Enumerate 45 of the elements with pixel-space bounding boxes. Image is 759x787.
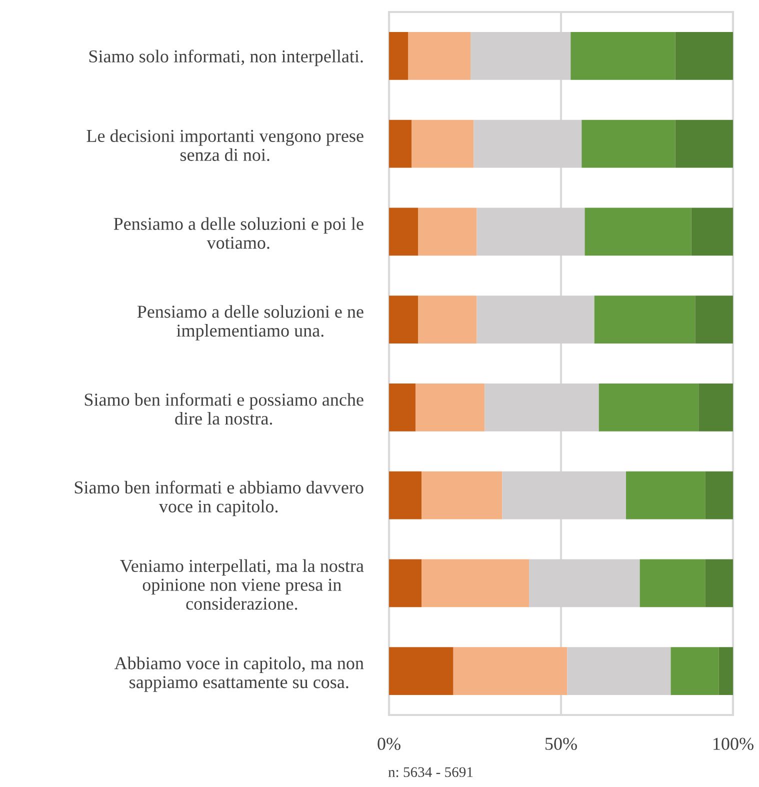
- bar: [705, 559, 733, 608]
- bar: [594, 296, 696, 344]
- bar: [670, 647, 719, 696]
- bar: [567, 647, 671, 696]
- bar: [598, 383, 699, 432]
- bar: [582, 120, 676, 168]
- x-tick-label: 0%: [378, 738, 400, 750]
- bar: [675, 32, 733, 80]
- bar: [675, 120, 733, 168]
- bar: [718, 647, 733, 696]
- bar: [389, 647, 454, 696]
- bar: [453, 647, 568, 696]
- bar: [422, 559, 530, 608]
- y-tick-label: Siamo ben informati e possiamo anche dire la nostra.: [84, 392, 364, 425]
- x-tick-label: 50%: [546, 738, 577, 750]
- bar: [389, 296, 418, 344]
- x-tick-label: 100%: [714, 738, 754, 750]
- y-tick-label: Siamo solo informati, non interpellati.: [89, 50, 363, 66]
- bar: [698, 383, 733, 432]
- y-tick-label: Veniamo interpellati, ma la nostra opinione non viene presa in considerazione.: [120, 559, 364, 610]
- bar: [626, 471, 706, 520]
- y-tick-label: Siamo ben informati e abbiamo davvero voce in capitolo.: [74, 480, 364, 516]
- bar: [389, 208, 418, 256]
- bar: [412, 120, 474, 168]
- y-tick-label: Abbiamo voce in capitolo, ma non sappiamo esattamente su cosa.: [114, 656, 364, 692]
- bar: [418, 208, 477, 256]
- bar: [584, 208, 692, 256]
- bar: [389, 471, 422, 520]
- bar: [695, 296, 733, 344]
- y-tick-label: Le decisioni importanti vengono prese senza di noi.: [86, 129, 364, 162]
- y-tick-label: Pensiamo a delle soluzioni e ne implementiamo una.: [137, 305, 364, 340]
- bar: [691, 208, 733, 256]
- bar: [408, 32, 471, 80]
- bar: [640, 559, 706, 608]
- bar: [389, 32, 408, 80]
- bar: [389, 559, 422, 608]
- bar: [422, 471, 502, 520]
- bar: [389, 120, 412, 168]
- bar: [415, 383, 485, 432]
- y-tick-label: Pensiamo a delle soluzioni e poi le votiamo.: [114, 217, 364, 249]
- bar: [418, 296, 477, 344]
- bar: [570, 32, 676, 80]
- bar: [705, 471, 733, 520]
- bar: [389, 383, 416, 432]
- text: n: 5634 - 5691: [388, 767, 473, 778]
